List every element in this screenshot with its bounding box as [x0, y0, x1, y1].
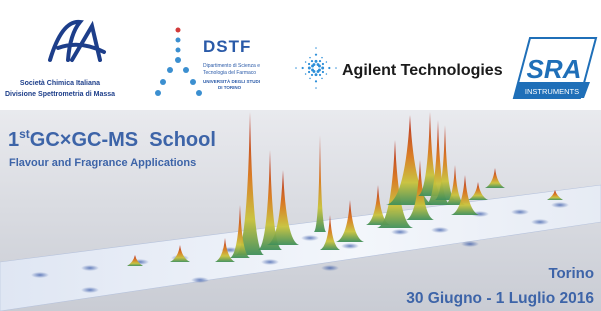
title-superscript: st: [19, 127, 30, 141]
spot: [81, 287, 99, 293]
spark-dot: [308, 63, 310, 65]
spot: [261, 259, 279, 265]
spark-dot: [326, 61, 328, 63]
dstf-line4: DI TORINO: [218, 85, 242, 90]
spark-dot: [335, 67, 337, 69]
spark-dot: [315, 54, 317, 56]
spot: [531, 219, 549, 225]
page: {"header": { "sci": {"line1": "Società C…: [0, 0, 601, 311]
spark-dot: [311, 60, 313, 62]
title-number: 1: [8, 129, 19, 151]
spark-dot: [315, 47, 317, 49]
spot: [341, 243, 359, 249]
spot: [191, 277, 209, 283]
sra-name: SRA: [527, 54, 582, 84]
sci-line2: Divisione Spettrometria di Massa: [5, 91, 115, 98]
spark-dot: [319, 60, 321, 62]
spot: [321, 265, 339, 271]
spark-dot: [302, 67, 304, 69]
spark-dot: [321, 57, 323, 59]
title-text: GC×GC-MS School: [30, 129, 216, 151]
spark-dot: [309, 78, 311, 80]
spark-dot: [295, 67, 297, 69]
spark-dot: [317, 70, 320, 73]
sci-line1: Società Chimica Italiana: [20, 80, 100, 87]
spot: [511, 209, 529, 215]
spark-dot: [315, 80, 317, 82]
spark-dot: [322, 63, 324, 65]
spark-dot: [315, 87, 317, 89]
spark-dot: [315, 73, 318, 76]
spark-dot: [305, 73, 307, 75]
agilent-name: Agilent Technologies: [342, 62, 503, 79]
banner: Società Chimica Italiana Divisione Spett…: [0, 0, 601, 311]
spot: [31, 272, 49, 278]
spot: [301, 235, 319, 241]
spark-dot: [315, 60, 318, 63]
spot: [431, 227, 449, 233]
spot: [391, 229, 409, 235]
spark-dot: [318, 65, 321, 68]
spot: [81, 265, 99, 271]
sra-tagline: INSTRUMENTS: [525, 87, 579, 96]
spark-dot: [321, 78, 323, 80]
dstf-name: DSTF: [203, 37, 251, 56]
spark-dot: [322, 71, 324, 73]
dstf-line3: UNIVERSITÀ DEGLI STUDI: [203, 78, 260, 84]
spark-dot: [308, 71, 310, 73]
subtitle: Flavour and Fragrance Applications: [9, 157, 196, 169]
spark-dot: [328, 67, 330, 69]
dates: 30 Giugno - 1 Luglio 2016: [406, 290, 594, 307]
spark-dot: [319, 74, 321, 76]
city: Torino: [548, 265, 594, 282]
spark-dot: [305, 61, 307, 63]
dstf-line1: Dipartimento di Scienza e: [203, 63, 260, 69]
spark-dot: [321, 67, 324, 70]
spot: [551, 202, 569, 208]
spark-dot: [311, 74, 313, 76]
title: 1stGC×GC-MS School: [8, 127, 216, 151]
spark-dot: [326, 73, 328, 75]
spark-dot: [308, 67, 311, 70]
spark-dot: [309, 57, 311, 59]
dstf-line2: Tecnologia del Farmaco: [203, 70, 256, 76]
spark-dot: [311, 69, 314, 72]
spot: [461, 241, 479, 247]
spark-dot: [313, 63, 316, 66]
